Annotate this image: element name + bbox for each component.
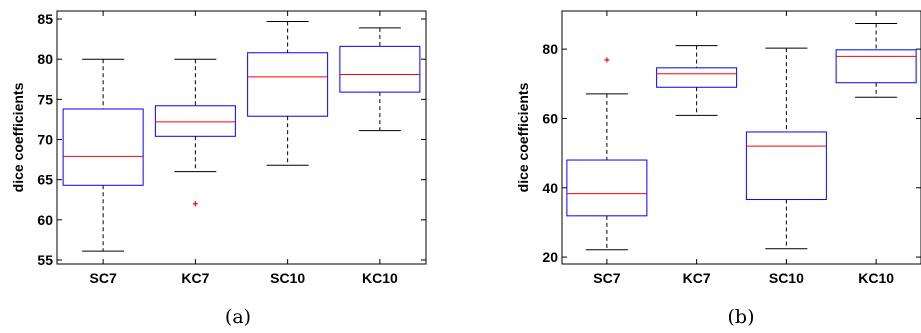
box-kc10 [339,27,421,132]
y-axis-label: dice coefficients [515,82,531,192]
iqr-box [656,67,738,88]
chart-b: 20 40 60 80 SC7 KC7 SC10 KC10 dice coefficients (… [515,10,921,328]
x-tick-label: KC10 [362,270,398,286]
outlier-marker [192,201,198,207]
iqr-box [835,49,917,84]
y-tick-label: 75 [37,91,53,107]
subfigure-caption: (a) [225,306,251,328]
plot-frame [56,10,427,265]
iqr-box [566,159,648,217]
subfigure-caption: (b) [728,306,755,328]
box-sc7 [62,58,144,252]
iqr-box [745,131,827,201]
iqr-box [62,108,144,186]
y-tick-label: 80 [542,41,558,57]
y-tick-label: 70 [37,132,53,148]
y-tick-label: 60 [542,110,558,126]
box-kc7 [656,45,738,116]
box-kc10 [835,22,917,98]
x-tick-label: SC10 [270,270,305,286]
x-tick-label: KC10 [858,270,894,286]
chart-a: 55 60 65 70 75 80 85 SC7 KC7 SC10 KC10 dice coeffic… [10,10,427,328]
box-kc7 [154,58,236,207]
y-tick-label: 85 [37,11,53,27]
y-tick-label: 80 [37,51,53,67]
x-tick-label: SC7 [593,270,620,286]
iqr-box [154,105,236,137]
x-tick-label: KC7 [181,270,209,286]
plot-frame [561,10,921,265]
box-sc10 [745,47,827,250]
y-tick-label: 55 [37,252,53,268]
y-axis-label: dice coefficients [10,82,26,192]
x-tick-label: KC7 [683,270,711,286]
y-tick-label: 20 [542,249,558,265]
x-tick-label: SC10 [769,270,804,286]
y-tick-label: 65 [37,172,53,188]
x-tick-label: SC7 [90,270,117,286]
box-sc10 [247,20,329,166]
iqr-box [339,45,421,93]
y-tick-label: 60 [37,212,53,228]
box-sc7 [566,57,648,251]
outlier-marker [604,57,610,63]
iqr-box [247,52,329,117]
y-tick-label: 40 [542,180,558,196]
